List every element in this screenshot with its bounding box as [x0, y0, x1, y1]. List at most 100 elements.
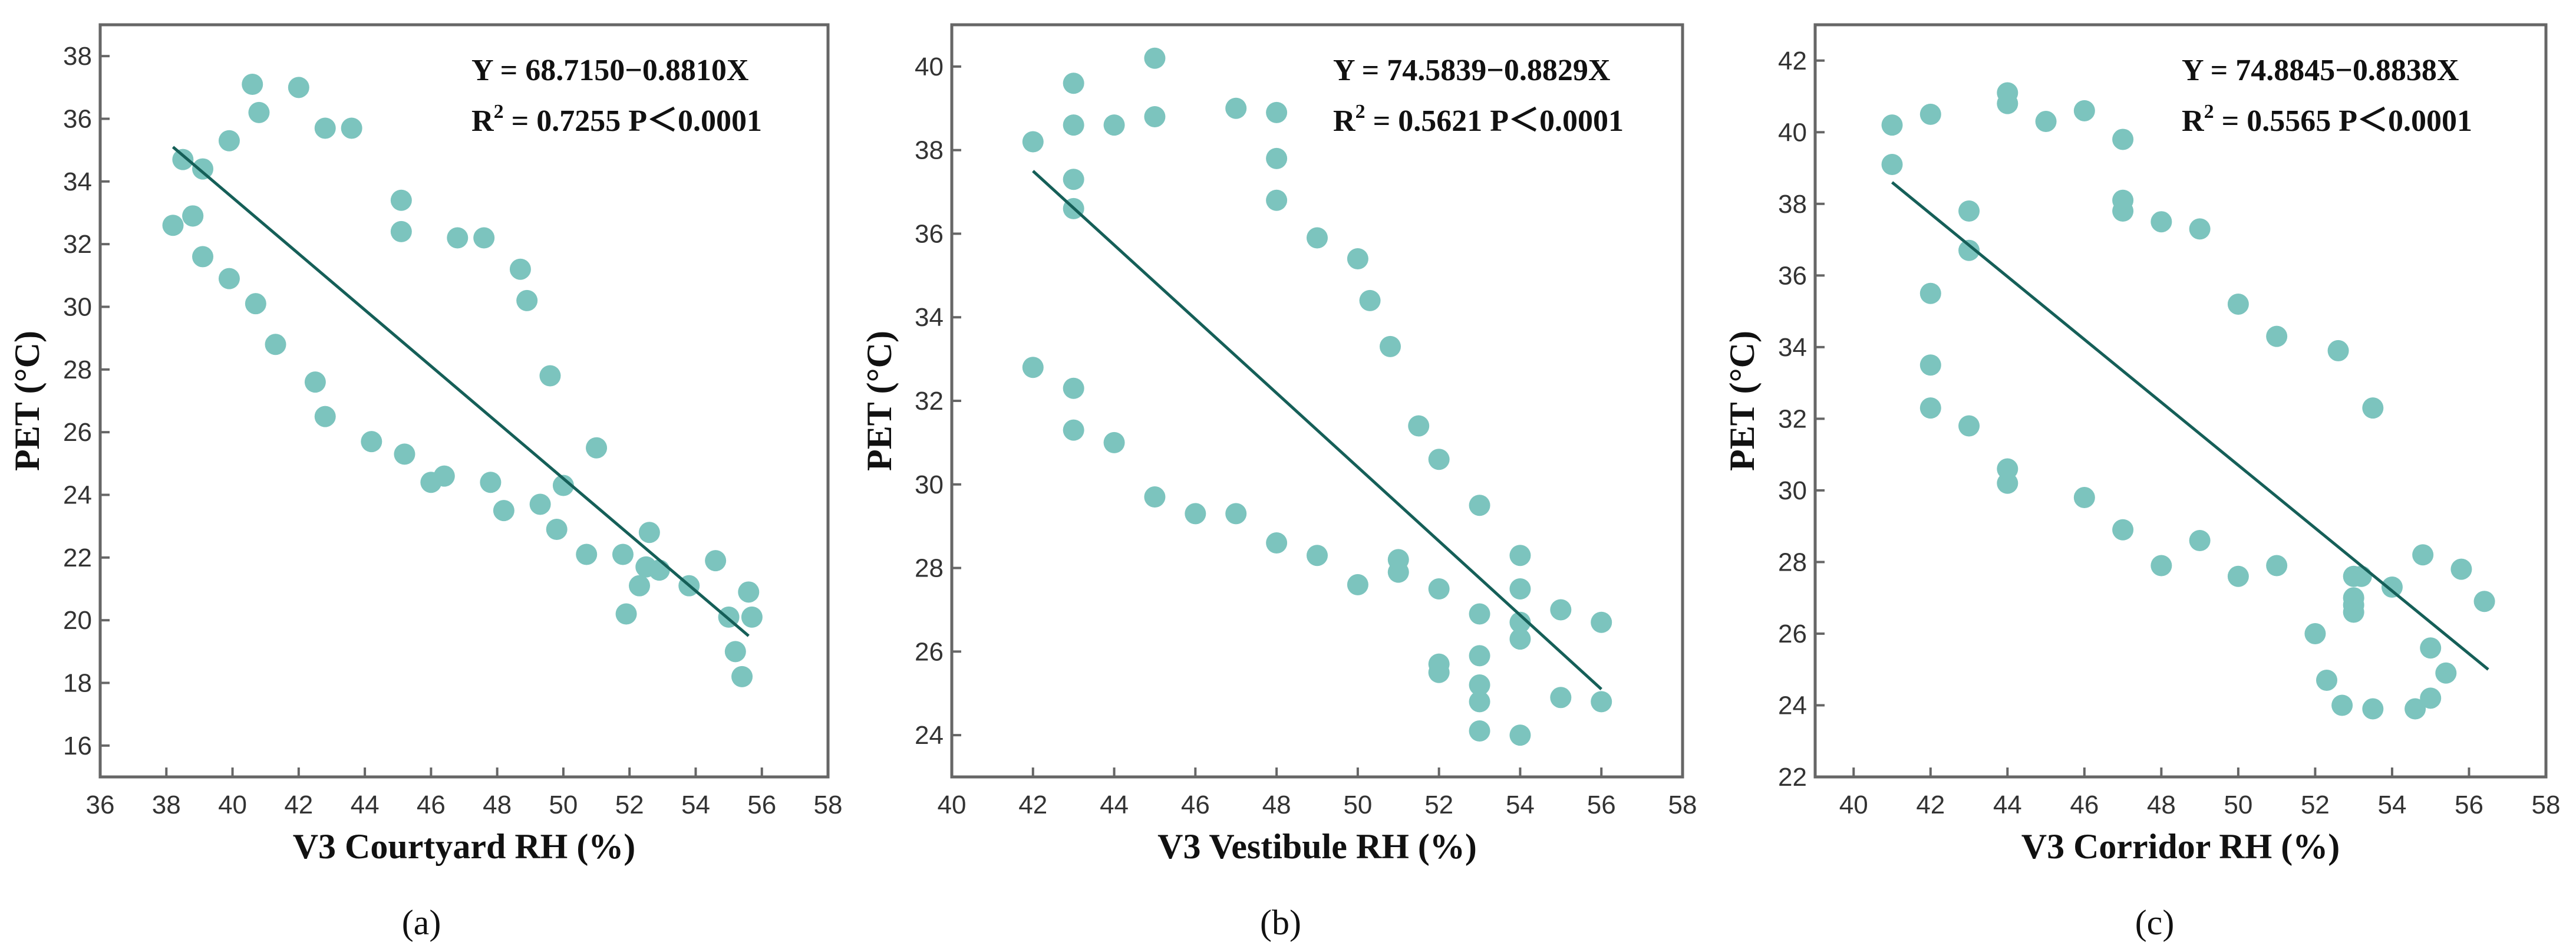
data-point — [2420, 687, 2442, 709]
data-point — [248, 101, 270, 123]
data-point — [361, 431, 382, 453]
data-point — [162, 215, 184, 236]
y-tick-label: 28 — [1778, 548, 1807, 577]
y-tick-label: 18 — [63, 669, 92, 698]
y-tick-label: 40 — [1778, 118, 1807, 147]
data-point — [2227, 565, 2249, 587]
data-point — [2073, 487, 2095, 509]
r2-value: = 0.7255 P＜0.0001 — [504, 104, 762, 138]
data-point — [1359, 289, 1381, 311]
y-tick-label: 26 — [63, 418, 92, 447]
data-point — [1266, 147, 1288, 169]
data-point — [2327, 340, 2349, 361]
data-point — [2362, 397, 2384, 419]
data-point — [1591, 611, 1612, 633]
data-point — [1509, 628, 1531, 650]
chart-panel-2: 40 42 44 46 48 50 52 54 56 58 24 26 28 30 32 34 36 38 40 V3… — [860, 23, 1697, 942]
y-tick-label: 30 — [1778, 476, 1807, 505]
data-point — [1103, 431, 1125, 453]
data-point — [2266, 555, 2288, 577]
y-tick-label: 16 — [63, 732, 92, 760]
data-point — [1469, 691, 1490, 713]
data-point — [1144, 47, 1166, 69]
data-point — [1063, 169, 1084, 190]
data-point — [1144, 486, 1166, 508]
data-point — [341, 117, 362, 139]
y-tick-label: 32 — [915, 387, 944, 416]
y-axis-title: PET (°C) — [860, 331, 899, 471]
y-tick-label: 22 — [63, 543, 92, 572]
y-tick-label: 38 — [915, 136, 944, 165]
y-tick-label: 34 — [915, 303, 944, 332]
x-tick-label: 50 — [549, 790, 578, 819]
data-point — [433, 465, 455, 487]
data-point — [2473, 591, 2495, 612]
x-tick-label: 56 — [1587, 790, 1616, 819]
data-point — [2435, 662, 2457, 684]
data-point — [615, 603, 637, 625]
data-point — [2412, 544, 2434, 566]
y-tick-label: 28 — [63, 355, 92, 384]
data-point — [1428, 661, 1450, 683]
data-point — [1550, 687, 1572, 709]
y-tick-label: 38 — [63, 42, 92, 71]
data-point — [1550, 599, 1572, 621]
data-point — [390, 189, 412, 211]
x-tick-label: 42 — [284, 790, 313, 819]
x-tick-label: 46 — [2070, 790, 2099, 819]
y-tick-label: 34 — [1778, 333, 1807, 362]
x-tick-label: 46 — [417, 790, 446, 819]
y-tick-label: 26 — [915, 637, 944, 666]
data-point — [705, 550, 727, 572]
x-tick-label: 40 — [938, 790, 967, 819]
x-tick-label: 44 — [1100, 790, 1129, 819]
data-point — [192, 158, 214, 180]
x-tick-label: 56 — [747, 790, 776, 819]
data-point — [1063, 377, 1084, 399]
x-axis-title: V3 Courtyard RH (%) — [293, 827, 636, 866]
data-point — [1469, 720, 1490, 742]
x-tick-label: 52 — [2301, 790, 2330, 819]
data-point — [1063, 114, 1084, 136]
y-axis-title: PET (°C) — [8, 331, 47, 471]
data-point — [1428, 449, 1450, 470]
y-axis-title: PET (°C) — [1723, 331, 1762, 471]
x-tick-label: 54 — [2377, 790, 2406, 819]
r-squared-p-value: R2 = 0.7255 P＜0.0001 — [471, 101, 762, 138]
data-point — [218, 268, 240, 289]
data-point — [1958, 239, 1980, 261]
y-tick-label: 32 — [1778, 404, 1807, 433]
data-point — [2150, 555, 2172, 577]
r-squared-p-value: R2 = 0.5621 P＜0.0001 — [1333, 101, 1624, 138]
data-point — [182, 205, 204, 227]
y-tick-label: 24 — [63, 481, 92, 510]
data-point — [2035, 111, 2057, 133]
r2-symbol: R — [2182, 104, 2205, 138]
data-point — [1307, 227, 1328, 249]
plot-frame — [98, 23, 830, 779]
y-tick-label: 36 — [63, 105, 92, 134]
data-point — [2450, 558, 2472, 580]
y-tick-label: 34 — [63, 167, 92, 196]
data-point — [1469, 645, 1490, 667]
data-point — [473, 227, 495, 249]
x-tick-label: 48 — [1262, 790, 1291, 819]
data-point — [576, 543, 598, 565]
data-point — [1266, 101, 1288, 123]
y-tick-label: 30 — [63, 293, 92, 322]
data-point — [1509, 578, 1531, 599]
data-point — [516, 289, 538, 311]
data-point — [1063, 73, 1084, 94]
data-point — [1063, 419, 1084, 441]
r2-value: = 0.5621 P＜0.0001 — [1365, 104, 1624, 138]
data-point — [1919, 103, 1941, 125]
data-point — [2112, 200, 2134, 222]
data-point — [1997, 93, 2018, 114]
data-point — [1225, 97, 1247, 119]
x-tick-label: 54 — [681, 790, 710, 819]
data-point — [629, 575, 651, 597]
x-tick-label: 52 — [615, 790, 644, 819]
data-point — [245, 293, 266, 315]
data-point — [480, 472, 502, 493]
y-tick-label: 24 — [1778, 691, 1807, 720]
